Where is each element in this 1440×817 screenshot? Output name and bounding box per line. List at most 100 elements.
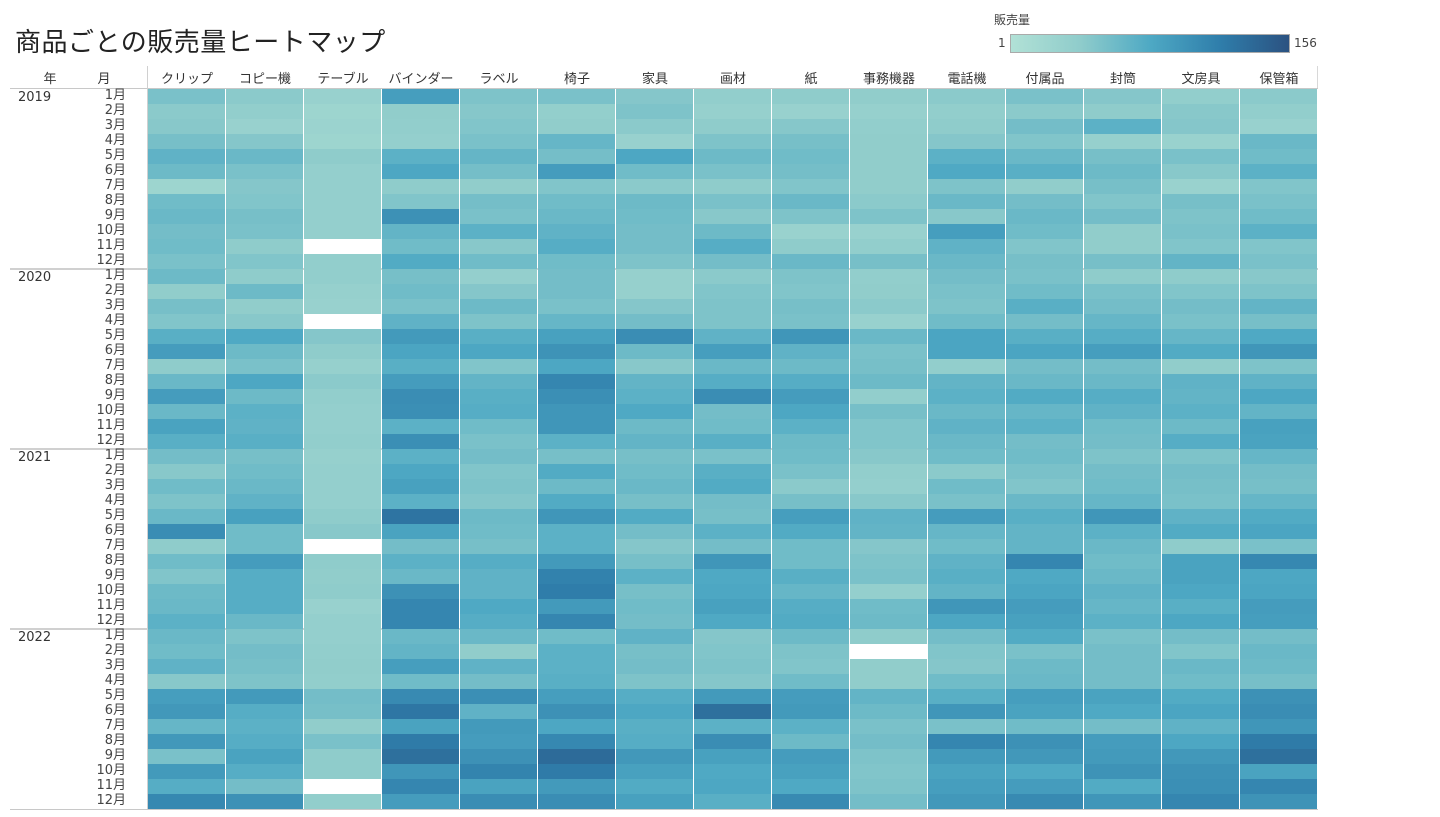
heatmap-cell[interactable] [460,284,537,299]
heatmap-cell[interactable] [460,674,537,689]
heatmap-cell[interactable] [226,284,303,299]
heatmap-cell[interactable] [1162,524,1239,539]
heatmap-cell[interactable] [616,389,693,404]
heatmap-cell[interactable] [226,344,303,359]
heatmap-cell[interactable] [694,89,771,104]
heatmap-cell[interactable] [460,389,537,404]
heatmap-cell[interactable] [772,479,849,494]
heatmap-cell[interactable] [616,179,693,194]
heatmap-cell[interactable] [1162,569,1239,584]
heatmap-cell[interactable] [616,539,693,554]
heatmap-cell[interactable] [304,314,381,329]
heatmap-cell[interactable] [1084,389,1161,404]
heatmap-cell[interactable] [772,434,849,449]
heatmap-cell[interactable] [772,689,849,704]
heatmap-cell[interactable] [382,494,459,509]
heatmap-cell[interactable] [1006,164,1083,179]
heatmap-cell[interactable] [538,509,615,524]
heatmap-cell[interactable] [1240,719,1317,734]
heatmap-cell[interactable] [772,239,849,254]
heatmap-cell[interactable] [460,269,537,284]
heatmap-cell[interactable] [928,464,1005,479]
heatmap-cell[interactable] [148,404,225,419]
heatmap-cell[interactable] [304,389,381,404]
heatmap-cell[interactable] [1006,449,1083,464]
heatmap-cell[interactable] [850,779,927,794]
heatmap-cell[interactable] [928,794,1005,809]
heatmap-cell[interactable] [616,524,693,539]
heatmap-cell[interactable] [148,419,225,434]
heatmap-cell[interactable] [382,509,459,524]
heatmap-cell[interactable] [1084,569,1161,584]
heatmap-cell[interactable] [1162,779,1239,794]
heatmap-cell[interactable] [772,104,849,119]
heatmap-cell[interactable] [460,209,537,224]
heatmap-cell[interactable] [538,314,615,329]
heatmap-cell[interactable] [460,224,537,239]
heatmap-cell[interactable] [382,194,459,209]
heatmap-cell[interactable] [1162,269,1239,284]
heatmap-cell[interactable] [382,329,459,344]
heatmap-cell[interactable] [148,509,225,524]
heatmap-cell[interactable] [616,659,693,674]
heatmap-cell[interactable] [382,614,459,629]
heatmap-cell[interactable] [1006,779,1083,794]
heatmap-cell[interactable] [772,614,849,629]
heatmap-cell[interactable] [304,584,381,599]
heatmap-cell[interactable] [616,509,693,524]
heatmap-cell[interactable] [1240,284,1317,299]
heatmap-cell[interactable] [772,344,849,359]
heatmap-cell[interactable] [148,389,225,404]
heatmap-cell[interactable] [1162,689,1239,704]
heatmap-cell[interactable] [616,674,693,689]
heatmap-cell[interactable] [1162,539,1239,554]
heatmap-cell[interactable] [1006,509,1083,524]
heatmap-cell[interactable] [460,299,537,314]
heatmap-cell[interactable] [1240,584,1317,599]
heatmap-cell[interactable] [1006,89,1083,104]
heatmap-cell[interactable] [1084,179,1161,194]
heatmap-cell[interactable] [1084,449,1161,464]
heatmap-cell[interactable] [1006,734,1083,749]
heatmap-cell[interactable] [1162,179,1239,194]
heatmap-cell[interactable] [772,419,849,434]
heatmap-cell[interactable] [538,239,615,254]
heatmap-cell[interactable] [304,599,381,614]
heatmap-cell[interactable] [460,554,537,569]
heatmap-cell[interactable] [1240,389,1317,404]
heatmap-cell[interactable] [304,194,381,209]
heatmap-cell[interactable] [694,134,771,149]
heatmap-cell[interactable] [772,704,849,719]
heatmap-cell[interactable] [226,134,303,149]
heatmap-cell[interactable] [850,434,927,449]
heatmap-cell[interactable] [694,359,771,374]
heatmap-cell[interactable] [928,404,1005,419]
heatmap-cell[interactable] [616,554,693,569]
heatmap-cell[interactable] [538,329,615,344]
heatmap-cell[interactable] [928,674,1005,689]
heatmap-cell[interactable] [928,149,1005,164]
heatmap-cell[interactable] [694,374,771,389]
heatmap-cell[interactable] [1162,419,1239,434]
heatmap-cell[interactable] [382,314,459,329]
heatmap-cell[interactable] [148,494,225,509]
heatmap-cell[interactable] [1084,194,1161,209]
heatmap-cell[interactable] [928,209,1005,224]
heatmap-cell[interactable] [148,374,225,389]
heatmap-cell[interactable] [1240,104,1317,119]
heatmap-cell[interactable] [460,524,537,539]
heatmap-cell[interactable] [1006,254,1083,269]
heatmap-cell[interactable] [928,329,1005,344]
heatmap-cell[interactable] [694,389,771,404]
heatmap-cell[interactable] [772,659,849,674]
heatmap-cell[interactable] [1006,794,1083,809]
heatmap-cell[interactable] [460,464,537,479]
heatmap-cell[interactable] [616,614,693,629]
heatmap-cell[interactable] [1084,704,1161,719]
heatmap-cell[interactable] [928,449,1005,464]
heatmap-cell[interactable] [1162,434,1239,449]
heatmap-cell[interactable] [460,404,537,419]
heatmap-cell[interactable] [928,89,1005,104]
heatmap-cell[interactable] [382,539,459,554]
heatmap-cell[interactable] [538,194,615,209]
